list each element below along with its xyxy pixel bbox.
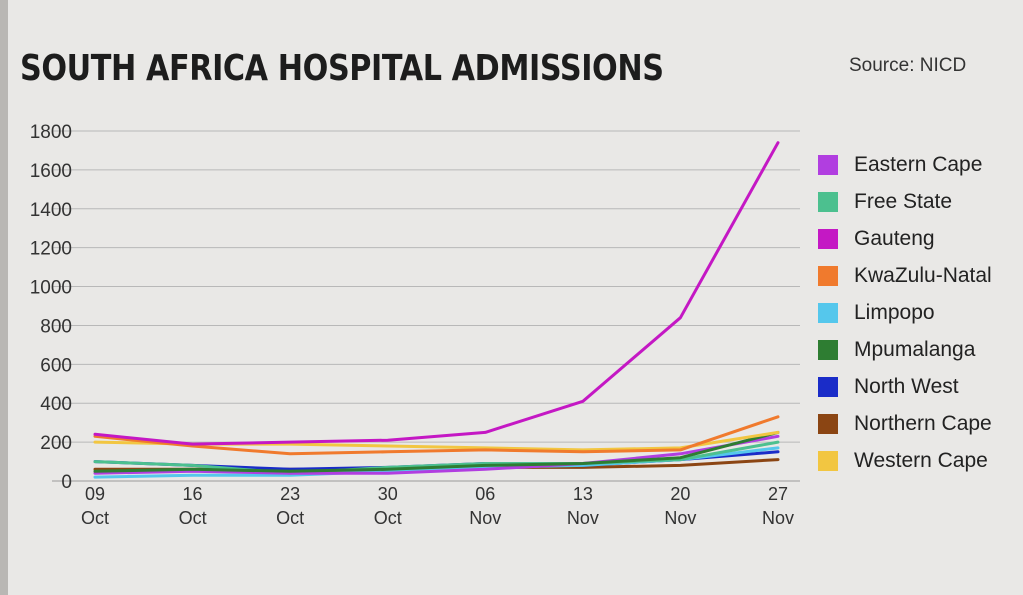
x-tick-label-day: 20 — [670, 484, 690, 504]
legend-label: Western Cape — [854, 448, 988, 472]
source-label: Source: NICD — [849, 55, 967, 76]
x-tick-label-month: Oct — [81, 508, 109, 528]
y-tick-label: 200 — [40, 433, 72, 454]
x-tick-label-day: 23 — [280, 484, 300, 504]
legend-item: Limpopo — [818, 294, 992, 331]
legend-item: Eastern Cape — [818, 146, 992, 183]
legend-swatch — [818, 154, 838, 175]
legend-swatch — [818, 302, 838, 323]
x-tick-label-month: Nov — [664, 508, 696, 528]
legend-swatch — [818, 450, 838, 471]
x-tick-label-month: Nov — [762, 508, 794, 528]
y-tick-label: 1800 — [30, 122, 72, 143]
legend-label: Limpopo — [854, 300, 935, 324]
series-line-gauteng — [93, 141, 780, 446]
x-tick-label-month: Oct — [276, 508, 304, 528]
y-tick-label: 0 — [61, 472, 72, 493]
y-tick-label: 1600 — [30, 161, 72, 182]
legend-swatch — [818, 228, 838, 249]
chart-title: SOUTH AFRICA HOSPITAL ADMISSIONS — [20, 48, 664, 89]
legend-label: Mpumalanga — [854, 337, 976, 361]
legend-swatch — [818, 265, 838, 286]
legend-label: Northern Cape — [854, 411, 992, 435]
legend-item: Mpumalanga — [818, 331, 992, 368]
legend-label: North West — [854, 374, 959, 398]
legend-swatch — [818, 413, 838, 434]
x-tick-label-day: 06 — [475, 484, 495, 504]
legend-item: North West — [818, 368, 992, 405]
x-tick-label-month: Nov — [567, 508, 599, 528]
series-line-mpumalanga — [93, 430, 780, 473]
x-tick-label-month: Oct — [179, 508, 207, 528]
legend-item: Gauteng — [818, 220, 992, 257]
x-tick-label-day: 09 — [85, 484, 105, 504]
chart-legend: Eastern Cape Free State Gauteng KwaZulu-Nat… — [818, 146, 992, 479]
y-tick-label: 600 — [40, 355, 72, 376]
x-tick-label-month: Oct — [374, 508, 402, 528]
x-tick-label-day: 16 — [183, 484, 203, 504]
left-edge-strip — [0, 0, 8, 595]
series-line-kwazulu-natal — [93, 415, 780, 456]
legend-item: Western Cape — [818, 442, 992, 479]
x-tick-label-day: 13 — [573, 484, 593, 504]
legend-swatch — [818, 191, 838, 212]
series-line-eastern-cape — [93, 434, 780, 475]
legend-item: Northern Cape — [818, 405, 992, 442]
y-tick-label: 1200 — [30, 239, 72, 260]
legend-swatch — [818, 376, 838, 397]
legend-label: KwaZulu-Natal — [854, 263, 992, 287]
legend-swatch — [818, 339, 838, 360]
legend-item: Free State — [818, 183, 992, 220]
y-tick-label: 800 — [40, 316, 72, 337]
x-tick-label-day: 30 — [378, 484, 398, 504]
series-line-free-state — [93, 440, 780, 475]
y-tick-label: 400 — [40, 394, 72, 415]
legend-label: Eastern Cape — [854, 152, 983, 176]
legend-item: KwaZulu-Natal — [818, 257, 992, 294]
x-tick-label-day: 27 — [768, 484, 788, 504]
y-tick-label: 1000 — [30, 278, 72, 299]
legend-label: Free State — [854, 189, 953, 213]
y-tick-label: 1400 — [30, 200, 72, 221]
x-tick-label-month: Nov — [469, 508, 501, 528]
legend-label: Gauteng — [854, 226, 935, 250]
